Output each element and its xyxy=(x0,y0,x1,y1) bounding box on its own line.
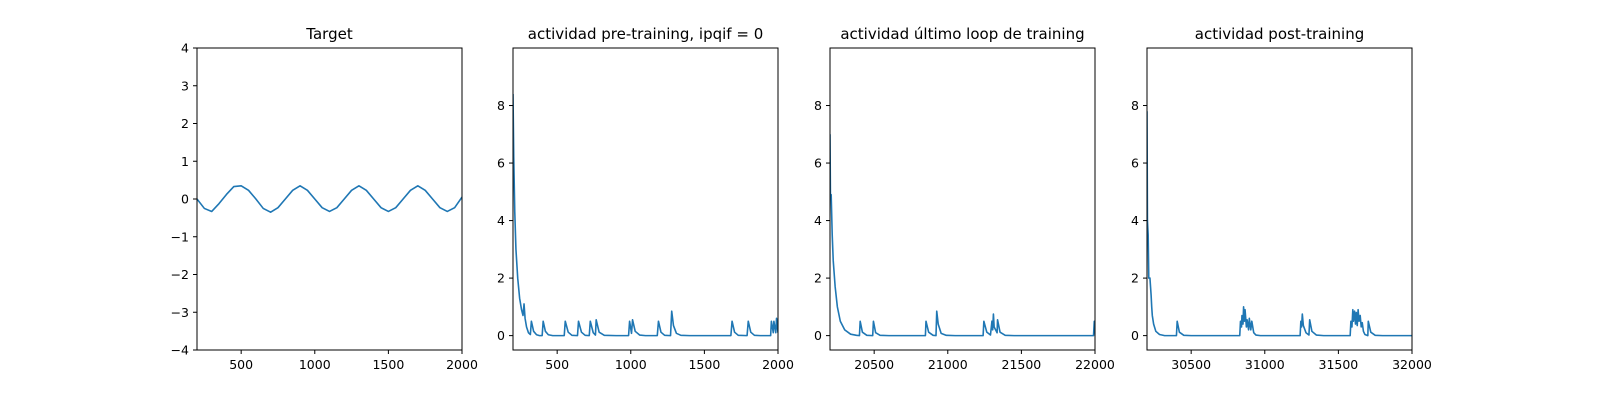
plot-border xyxy=(512,47,779,351)
y-tick-label: 8 xyxy=(1131,98,1139,113)
subplot-title: actividad último loop de training xyxy=(840,25,1084,43)
y-tick-label: −2 xyxy=(171,267,189,282)
x-tick-label: 31500 xyxy=(1319,357,1359,372)
x-tick-label: 1000 xyxy=(615,357,647,372)
plot-area xyxy=(196,47,463,351)
y-tick-label: 0 xyxy=(181,192,189,207)
y-tick-label: 0 xyxy=(814,328,822,343)
y-tick-label: 2 xyxy=(497,271,505,286)
y-tick-label: 4 xyxy=(814,213,822,228)
x-tick-label: 22000 xyxy=(1075,357,1115,372)
y-tick-label: 2 xyxy=(181,116,189,131)
y-tick-label: −3 xyxy=(171,305,189,320)
y-tick-label: 8 xyxy=(814,98,822,113)
y-tick-label: 4 xyxy=(181,41,189,56)
y-tick-label: 0 xyxy=(1131,328,1139,343)
subplot-4: actividad post-training 30500 31000 31500 32… xyxy=(1131,25,1432,372)
x-tick-label: 2000 xyxy=(762,357,794,372)
subplot-1: Target 500 1000 1500 2000 −4 −3 −2 −1 0 1 2 3 4 xyxy=(171,25,478,372)
plot-border xyxy=(196,47,463,351)
y-tick-label: 3 xyxy=(181,78,189,93)
x-tick-label: 20500 xyxy=(854,357,894,372)
plot-border xyxy=(1146,47,1413,351)
y-tick-label: 4 xyxy=(497,213,505,228)
y-tick-label: 2 xyxy=(814,271,822,286)
y-tick-label: 4 xyxy=(1131,213,1139,228)
plot-area xyxy=(512,47,779,351)
y-tick-label: 8 xyxy=(497,98,505,113)
series-line xyxy=(1147,111,1412,337)
plot-area xyxy=(1146,47,1413,351)
x-tick-label: 21000 xyxy=(928,357,968,372)
subplot-3: actividad último loop de training 20500 21… xyxy=(814,25,1115,372)
y-tick-label: 2 xyxy=(1131,271,1139,286)
y-tick-label: 6 xyxy=(1131,156,1139,171)
y-tick-label: 6 xyxy=(497,156,505,171)
x-tick-label: 1500 xyxy=(372,357,404,372)
y-tick-label: 1 xyxy=(181,154,189,169)
plot-area xyxy=(829,47,1096,351)
series-line xyxy=(197,184,462,214)
subplot-2: actividad pre-training, ipqif = 0 500 1000… xyxy=(497,25,794,372)
subplot-title: actividad pre-training, ipqif = 0 xyxy=(528,25,764,43)
x-tick-label: 500 xyxy=(545,357,569,372)
y-tick-label: −1 xyxy=(171,229,189,244)
series-line xyxy=(830,134,1095,337)
x-tick-label: 500 xyxy=(229,357,253,372)
y-tick-label: −4 xyxy=(171,343,189,358)
plot-border xyxy=(829,47,1096,351)
x-tick-label: 31000 xyxy=(1245,357,1285,372)
subplot-title: Target xyxy=(305,25,353,43)
x-tick-label: 1500 xyxy=(688,357,720,372)
series-line xyxy=(513,94,778,337)
y-tick-label: 0 xyxy=(497,328,505,343)
x-tick-label: 2000 xyxy=(446,357,478,372)
x-tick-label: 32000 xyxy=(1392,357,1432,372)
x-tick-label: 30500 xyxy=(1171,357,1211,372)
x-tick-label: 21500 xyxy=(1002,357,1042,372)
y-tick-label: 6 xyxy=(814,156,822,171)
x-tick-label: 1000 xyxy=(299,357,331,372)
subplot-title: actividad post-training xyxy=(1195,25,1364,43)
